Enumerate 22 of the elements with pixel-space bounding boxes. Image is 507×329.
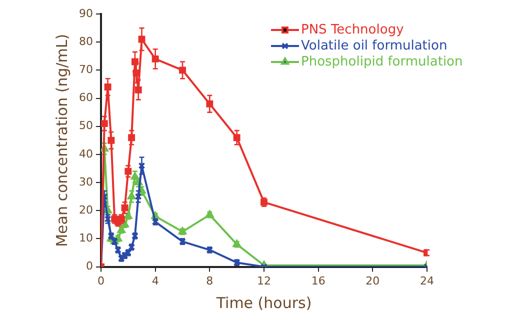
legend-label: Volatile oil formulation <box>300 38 448 54</box>
x-tick-label: 16 <box>311 274 326 288</box>
y-tick-label: 0 <box>86 260 93 273</box>
y-tick-label: 70 <box>78 63 93 76</box>
y-tick-label: 80 <box>78 34 93 48</box>
y-tick-label: 90 <box>78 6 93 20</box>
x-tick-label: 24 <box>420 274 434 288</box>
y-axis-title: Mean concentration (ng/mL) <box>52 34 71 247</box>
y-tick-label: 10 <box>78 232 93 245</box>
x-tick-label: 4 <box>152 274 159 288</box>
y-tick-label: 60 <box>78 91 93 104</box>
y-tick-label: 30 <box>78 175 93 188</box>
legend-label: PNS Technology <box>300 22 404 38</box>
y-tick-label: 20 <box>78 203 93 216</box>
x-tick-label: 8 <box>206 274 214 288</box>
x-tick-label: 0 <box>97 274 104 288</box>
y-tick-label: 40 <box>78 147 93 160</box>
x-tick-label: 12 <box>257 274 271 288</box>
y-tick-label: 50 <box>78 119 93 132</box>
legend-label: Phospholipid formulation <box>300 54 463 70</box>
x-tick-label: 20 <box>366 274 380 288</box>
x-axis-title: Time (hours) <box>215 294 312 312</box>
